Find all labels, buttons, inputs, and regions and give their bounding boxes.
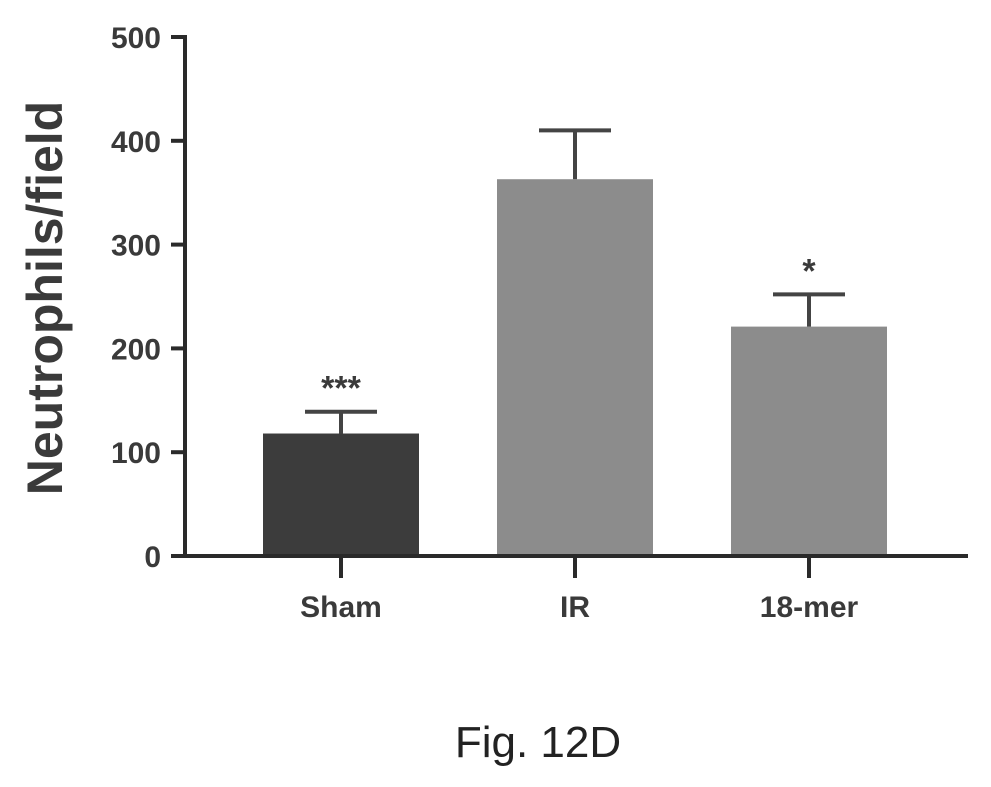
- y-axis-ticks: 0 100 200 300 400 500: [111, 22, 185, 574]
- y-axis-label: Neutrophils/field: [17, 101, 73, 495]
- y-tick-label: 500: [111, 22, 161, 55]
- y-tick-label: 100: [111, 437, 161, 470]
- figure-caption: Fig. 12D: [455, 718, 621, 767]
- x-tick-label: Sham: [300, 591, 382, 624]
- bar-sham: [263, 433, 419, 556]
- significance-marker: ***: [321, 370, 361, 408]
- x-tick-label: IR: [560, 591, 590, 624]
- bars: *** Sham IR * 18-mer: [263, 128, 887, 624]
- y-tick-label: 0: [144, 541, 161, 574]
- y-tick-label: 400: [111, 126, 161, 159]
- x-tick-label: 18-mer: [760, 591, 859, 624]
- bar-ir: [497, 179, 653, 556]
- y-tick-label: 300: [111, 230, 161, 263]
- y-tick-label: 200: [111, 333, 161, 366]
- bar-18-mer: [731, 326, 887, 556]
- significance-marker: *: [802, 252, 816, 290]
